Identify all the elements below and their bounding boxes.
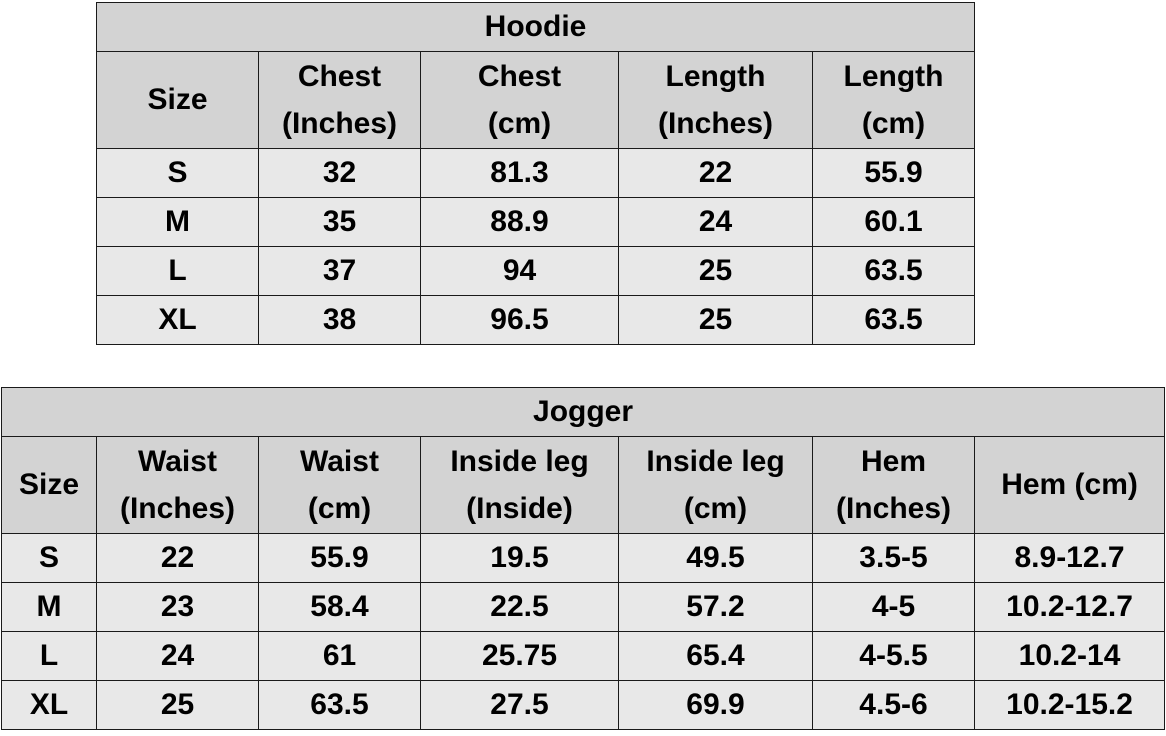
table-cell: 10.2-15.2 bbox=[973, 680, 1166, 730]
size-cell: M bbox=[96, 197, 259, 247]
table-cell: 4-5.5 bbox=[812, 631, 975, 681]
column-header: Waist (cm) bbox=[258, 436, 421, 534]
table-cell: 25.75 bbox=[420, 631, 619, 681]
column-header: Chest (Inches) bbox=[258, 51, 421, 149]
table-row: S 22 55.9 19.5 49.5 3.5-5 8.9-12.7 bbox=[1, 533, 1166, 583]
table-cell: 58.4 bbox=[258, 582, 421, 632]
table-cell: 22.5 bbox=[420, 582, 619, 632]
jogger-table-title: Jogger bbox=[0, 387, 1166, 437]
table-cell: 23 bbox=[96, 582, 259, 632]
column-header: Inside leg (Inside) bbox=[420, 436, 619, 534]
table-cell: 88.9 bbox=[420, 197, 619, 247]
table-cell: 24 bbox=[96, 631, 259, 681]
column-header: Chest (cm) bbox=[420, 51, 619, 149]
table-cell: 25 bbox=[618, 295, 813, 345]
table-cell: 96.5 bbox=[420, 295, 619, 345]
table-cell: 10.2-12.7 bbox=[973, 582, 1166, 632]
table-cell: 65.4 bbox=[618, 631, 813, 681]
table-cell: 61 bbox=[258, 631, 421, 681]
table-cell: 55.9 bbox=[258, 533, 421, 583]
table-cell: 27.5 bbox=[420, 680, 619, 730]
size-cell: M bbox=[1, 582, 97, 632]
table-row: M 23 58.4 22.5 57.2 4-5 10.2-12.7 bbox=[1, 582, 1166, 632]
jogger-title-row: Jogger bbox=[0, 387, 1166, 437]
table-cell: 69.9 bbox=[618, 680, 813, 730]
table-cell: 22 bbox=[96, 533, 259, 583]
table-cell: 35 bbox=[258, 197, 421, 247]
column-header: Length (Inches) bbox=[618, 51, 813, 149]
size-cell: S bbox=[96, 148, 259, 198]
size-cell: L bbox=[96, 246, 259, 296]
jogger-size-table: Jogger Size Waist (Inches) Waist (cm) Inside… bbox=[0, 387, 1166, 730]
table-cell: 57.2 bbox=[618, 582, 813, 632]
table-cell: 63.5 bbox=[811, 246, 976, 296]
column-header: Size bbox=[96, 51, 259, 149]
table-row: XL 25 63.5 27.5 69.9 4.5-6 10.2-15.2 bbox=[1, 680, 1166, 730]
table-cell: 8.9-12.7 bbox=[973, 533, 1166, 583]
column-header: Waist (Inches) bbox=[96, 436, 259, 534]
table-row: L 24 61 25.75 65.4 4-5.5 10.2-14 bbox=[1, 631, 1166, 681]
table-cell: 63.5 bbox=[811, 295, 976, 345]
table-cell: 22 bbox=[618, 148, 813, 198]
table-cell: 24 bbox=[618, 197, 813, 247]
size-cell: XL bbox=[1, 680, 97, 730]
jogger-header-row: Size Waist (Inches) Waist (cm) Inside leg (… bbox=[1, 436, 1166, 534]
table-cell: 94 bbox=[420, 246, 619, 296]
column-header: Hem (cm) bbox=[973, 436, 1166, 534]
column-header: Hem (Inches) bbox=[812, 436, 975, 534]
table-row: L 37 94 25 63.5 bbox=[96, 246, 976, 296]
size-cell: XL bbox=[96, 295, 259, 345]
column-header: Size bbox=[1, 436, 97, 534]
table-row: XL 38 96.5 25 63.5 bbox=[96, 295, 976, 345]
table-cell: 25 bbox=[618, 246, 813, 296]
hoodie-header-row: Size Chest (Inches) Chest (cm) Length (Inch… bbox=[96, 51, 976, 149]
table-cell: 4-5 bbox=[812, 582, 975, 632]
size-cell: S bbox=[1, 533, 97, 583]
column-header: Length (cm) bbox=[811, 51, 976, 149]
table-cell: 38 bbox=[258, 295, 421, 345]
table-cell: 3.5-5 bbox=[812, 533, 975, 583]
size-cell: L bbox=[1, 631, 97, 681]
column-header: Inside leg (cm) bbox=[618, 436, 813, 534]
table-cell: 10.2-14 bbox=[973, 631, 1166, 681]
table-cell: 25 bbox=[96, 680, 259, 730]
table-cell: 81.3 bbox=[420, 148, 619, 198]
hoodie-title-row: Hoodie bbox=[95, 2, 976, 52]
table-row: M 35 88.9 24 60.1 bbox=[96, 197, 976, 247]
table-cell: 32 bbox=[258, 148, 421, 198]
table-cell: 49.5 bbox=[618, 533, 813, 583]
table-cell: 55.9 bbox=[811, 148, 976, 198]
table-cell: 37 bbox=[258, 246, 421, 296]
table-cell: 63.5 bbox=[258, 680, 421, 730]
table-cell: 19.5 bbox=[420, 533, 619, 583]
hoodie-table-title: Hoodie bbox=[95, 2, 976, 52]
table-row: S 32 81.3 22 55.9 bbox=[96, 148, 976, 198]
table-cell: 60.1 bbox=[811, 197, 976, 247]
hoodie-size-table: Hoodie Size Chest (Inches) Chest (cm) Length… bbox=[95, 2, 976, 345]
table-cell: 4.5-6 bbox=[812, 680, 975, 730]
